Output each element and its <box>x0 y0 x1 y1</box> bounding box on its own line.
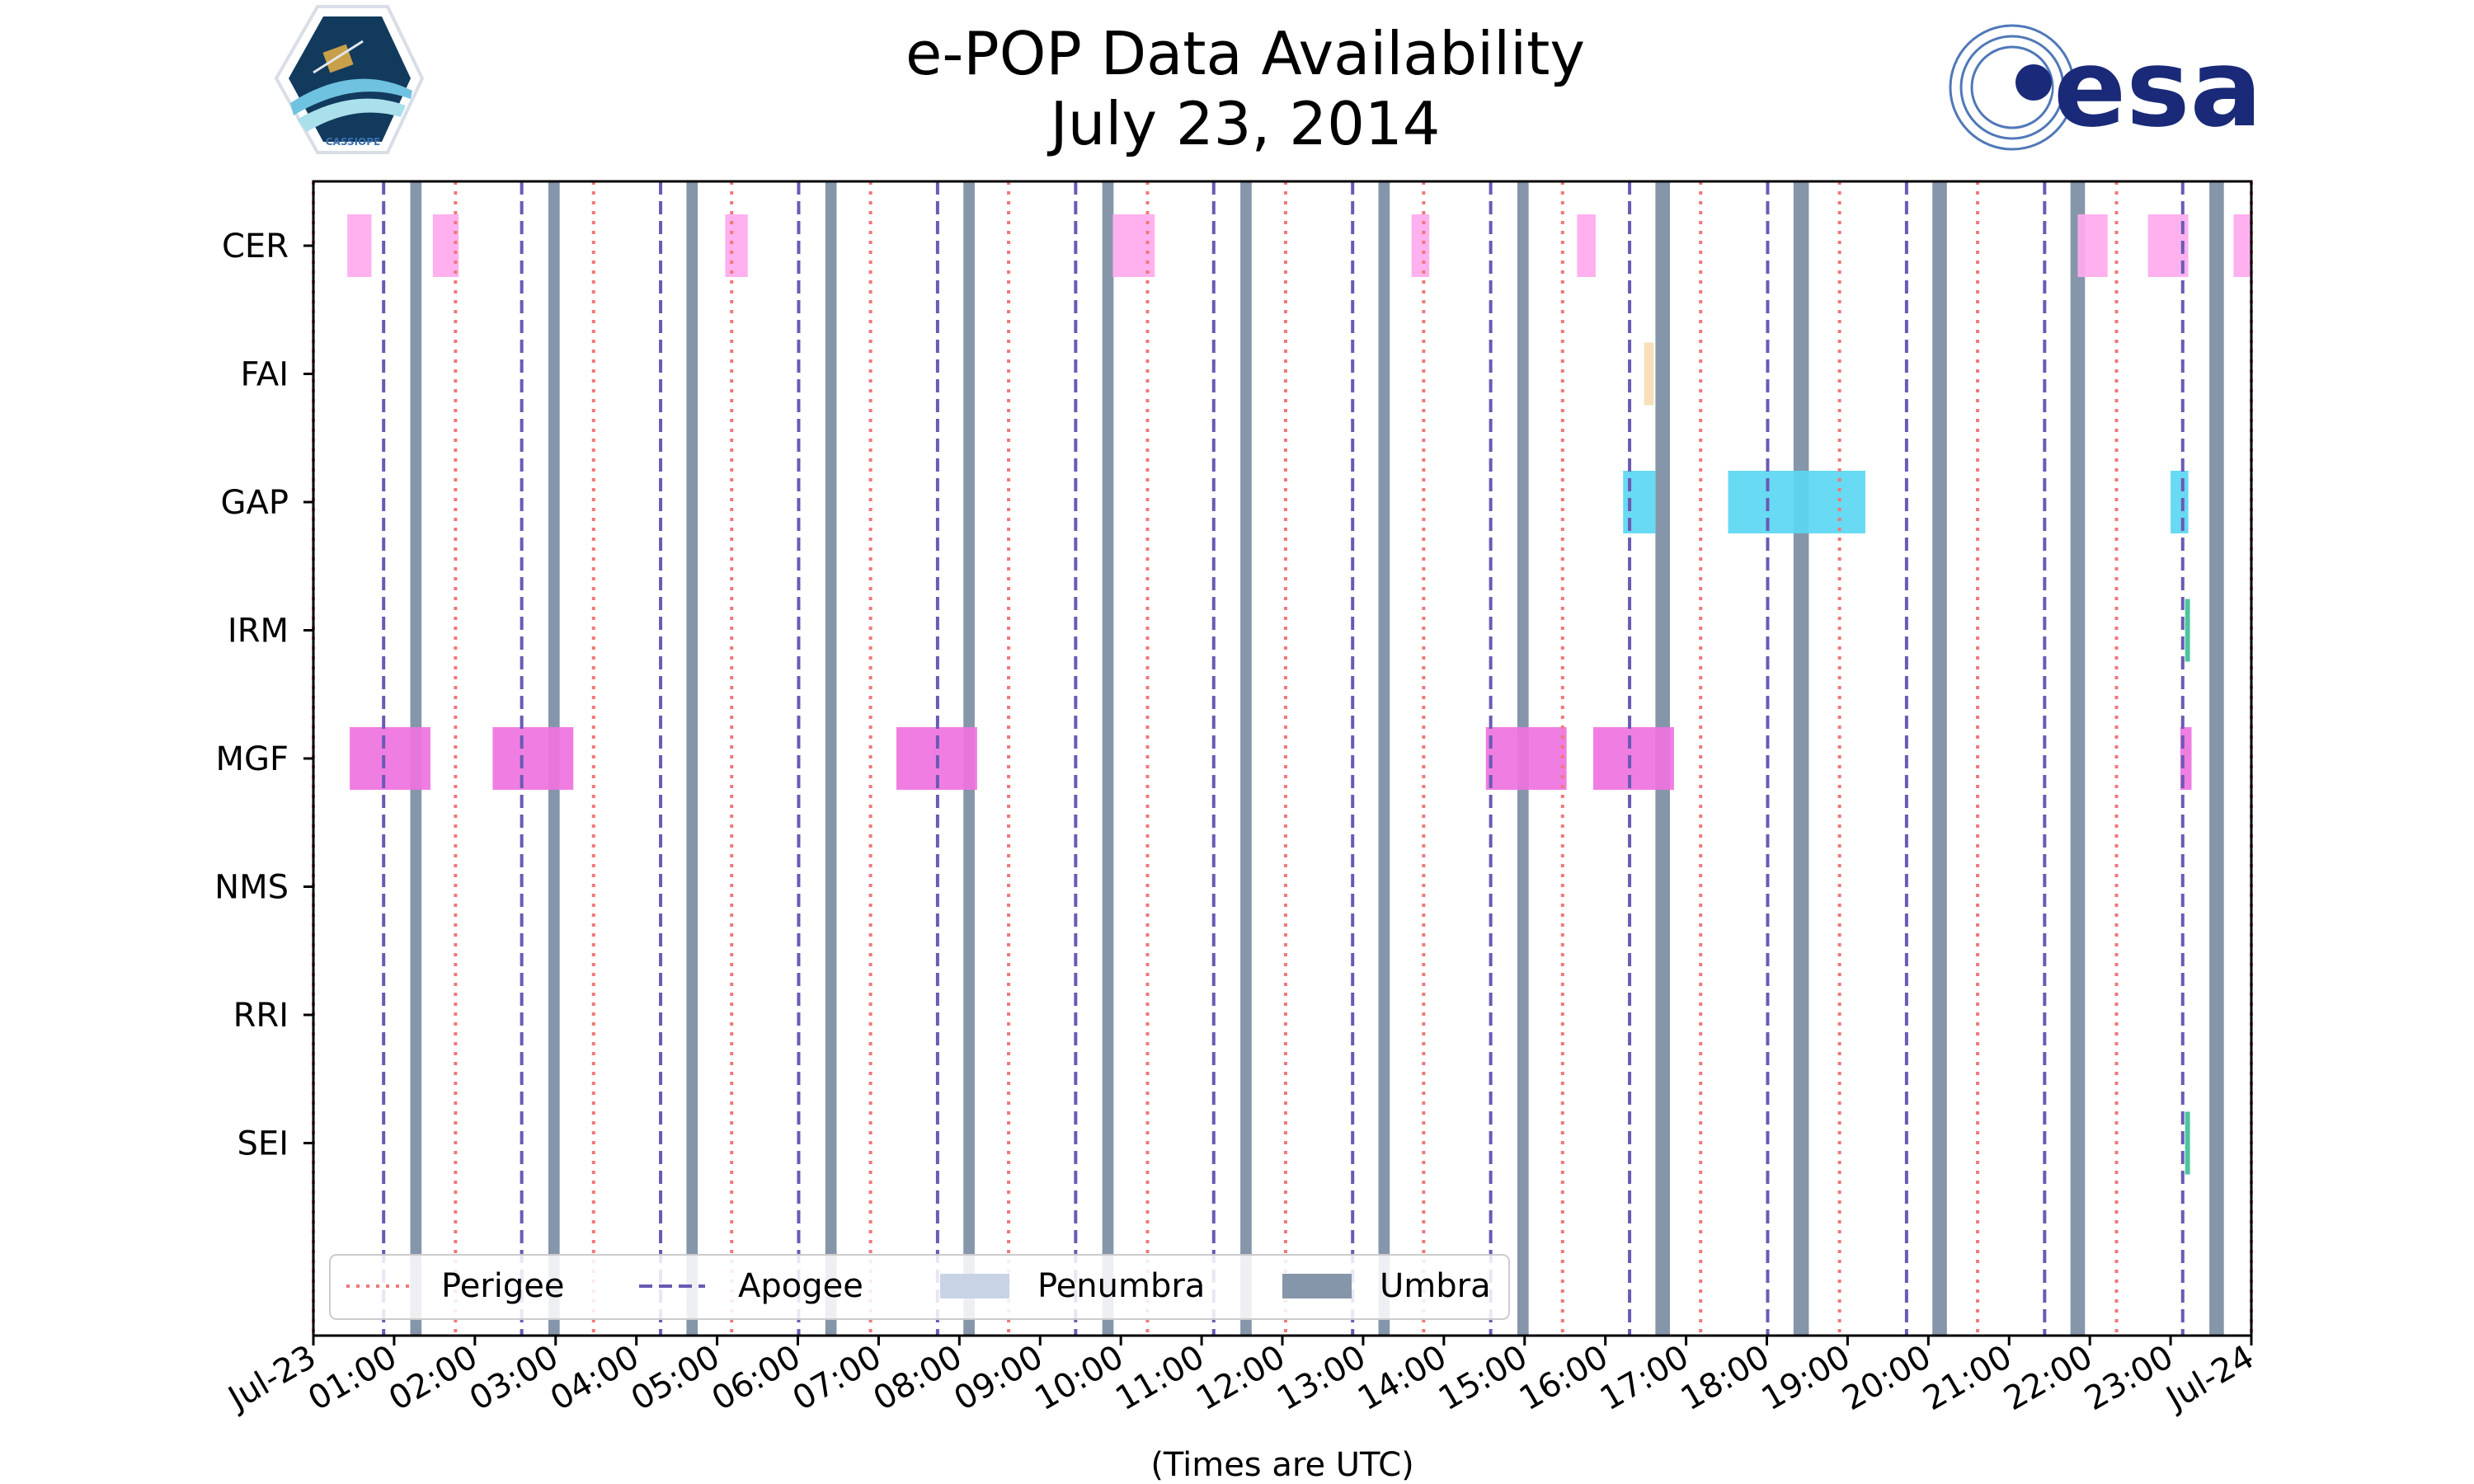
x-tick-label-15: 15:00 <box>1432 1338 1534 1418</box>
x-tick-label-1: 01:00 <box>302 1338 403 1418</box>
legend-apogee-label: Apogee <box>738 1267 863 1305</box>
x-tick-label-8: 08:00 <box>867 1338 968 1418</box>
x-tick-label-3: 03:00 <box>463 1338 565 1418</box>
chart-subtitle: July 23, 2014 <box>1047 89 1441 158</box>
coverage-bar-mgf-3 <box>1485 727 1567 790</box>
coverage-bar-gap-2 <box>2171 471 2189 533</box>
legend-penumbra-label: Penumbra <box>1037 1267 1205 1305</box>
umbra-band-6 <box>1240 181 1252 1336</box>
legend-perigee-label: Perigee <box>441 1267 564 1305</box>
x-tick-label-14: 14:00 <box>1352 1338 1453 1418</box>
coverage-bar-cer-8 <box>2233 214 2251 277</box>
coverage-bar-cer-6 <box>2077 214 2108 277</box>
legend: Perigee Apogee Penumbra Umbra <box>329 1254 1510 1320</box>
coverage-bar-irm-0 <box>2185 599 2190 662</box>
y-axis: CER FAI GAP IRM MGF NMS RRI SEI <box>214 228 313 1163</box>
esa-logo-text: esa <box>2053 26 2262 151</box>
y-tick-label-gap: GAP <box>221 484 289 522</box>
y-tick-label-rri: RRI <box>233 997 289 1035</box>
coverage-bar-mgf-1 <box>492 727 574 790</box>
x-tick-label-18: 18:00 <box>1675 1338 1776 1418</box>
x-tick-label-6: 06:00 <box>706 1338 807 1418</box>
x-tick-label-10: 10:00 <box>1028 1338 1130 1418</box>
x-axis-label: (Times are UTC) <box>1150 1446 1413 1484</box>
coverage-bar-cer-1 <box>432 214 459 277</box>
coverage-bar-sei-0 <box>2185 1111 2190 1175</box>
y-tick-label-nms: NMS <box>214 869 289 907</box>
x-tick-label-5: 05:00 <box>625 1338 727 1418</box>
y-tick-label-irm: IRM <box>228 613 289 650</box>
coverage-bar-cer-0 <box>347 214 372 277</box>
umbra-band-3 <box>825 181 837 1336</box>
chart-title: e-POP Data Availability <box>905 19 1585 88</box>
umbra-band-7 <box>1378 181 1390 1336</box>
umbra-band-11 <box>1932 181 1947 1336</box>
x-tick-label-23: 23:00 <box>2078 1338 2180 1418</box>
x-tick-label-9: 09:00 <box>948 1338 1049 1418</box>
umbra-band-5 <box>1102 181 1114 1336</box>
coverage-bar-cer-3 <box>1112 214 1155 277</box>
x-tick-label-11: 11:00 <box>1109 1338 1211 1418</box>
x-tick-label-7: 07:00 <box>787 1338 888 1418</box>
cassiope-label: CASSIOPE <box>326 136 381 148</box>
y-tick-label-cer: CER <box>222 228 289 265</box>
y-tick-label-fai: FAI <box>241 356 289 394</box>
coverage-bar-mgf-0 <box>350 727 430 790</box>
orbit-lines-layer <box>312 181 2253 1336</box>
cassiope-logo: CASSIOPE <box>274 5 425 154</box>
x-tick-label-21: 21:00 <box>1917 1338 2018 1418</box>
x-tick-label-13: 13:00 <box>1271 1338 1372 1418</box>
coverage-bar-mgf-4 <box>1592 727 1674 790</box>
x-tick-label-4: 04:00 <box>544 1338 646 1418</box>
coverage-bar-cer-2 <box>725 214 748 277</box>
legend-umbra-swatch <box>1282 1274 1352 1298</box>
legend-umbra-label: Umbra <box>1380 1267 1491 1305</box>
x-tick-label-16: 16:00 <box>1513 1338 1615 1418</box>
y-tick-label-mgf: MGF <box>215 740 289 778</box>
coverage-bar-cer-4 <box>1411 214 1430 277</box>
umbra-band-2 <box>686 181 698 1336</box>
x-tick-label-17: 17:00 <box>1594 1338 1696 1418</box>
umbra-layer <box>410 181 2224 1336</box>
x-tick-label-19: 19:00 <box>1756 1338 1857 1418</box>
legend-penumbra-swatch <box>940 1274 1009 1298</box>
umbra-band-13 <box>2209 181 2224 1336</box>
x-tick-label-2: 02:00 <box>383 1338 484 1418</box>
esa-logo: esa <box>1949 24 2262 151</box>
coverage-bar-gap-1 <box>1728 471 1865 533</box>
umbra-band-12 <box>2070 181 2086 1336</box>
y-tick-label-sei: SEI <box>238 1125 289 1163</box>
x-tick-label-12: 12:00 <box>1190 1338 1291 1418</box>
plot-frame <box>312 180 2253 1337</box>
x-axis: Jul-2301:0002:0003:0004:0005:0006:0007:0… <box>220 1336 2260 1419</box>
coverage-bar-cer-5 <box>1577 214 1596 277</box>
x-tick-label-24: Jul-24 <box>2158 1338 2260 1419</box>
x-tick-label-22: 22:00 <box>1997 1338 2099 1418</box>
coverage-bar-fai-0 <box>1644 342 1654 406</box>
x-tick-label-0: Jul-23 <box>220 1338 322 1419</box>
x-tick-label-20: 20:00 <box>1836 1338 1937 1418</box>
legend-box <box>329 1254 1510 1320</box>
coverage-layer <box>347 214 2251 1175</box>
umbra-band-10 <box>1793 181 1809 1336</box>
